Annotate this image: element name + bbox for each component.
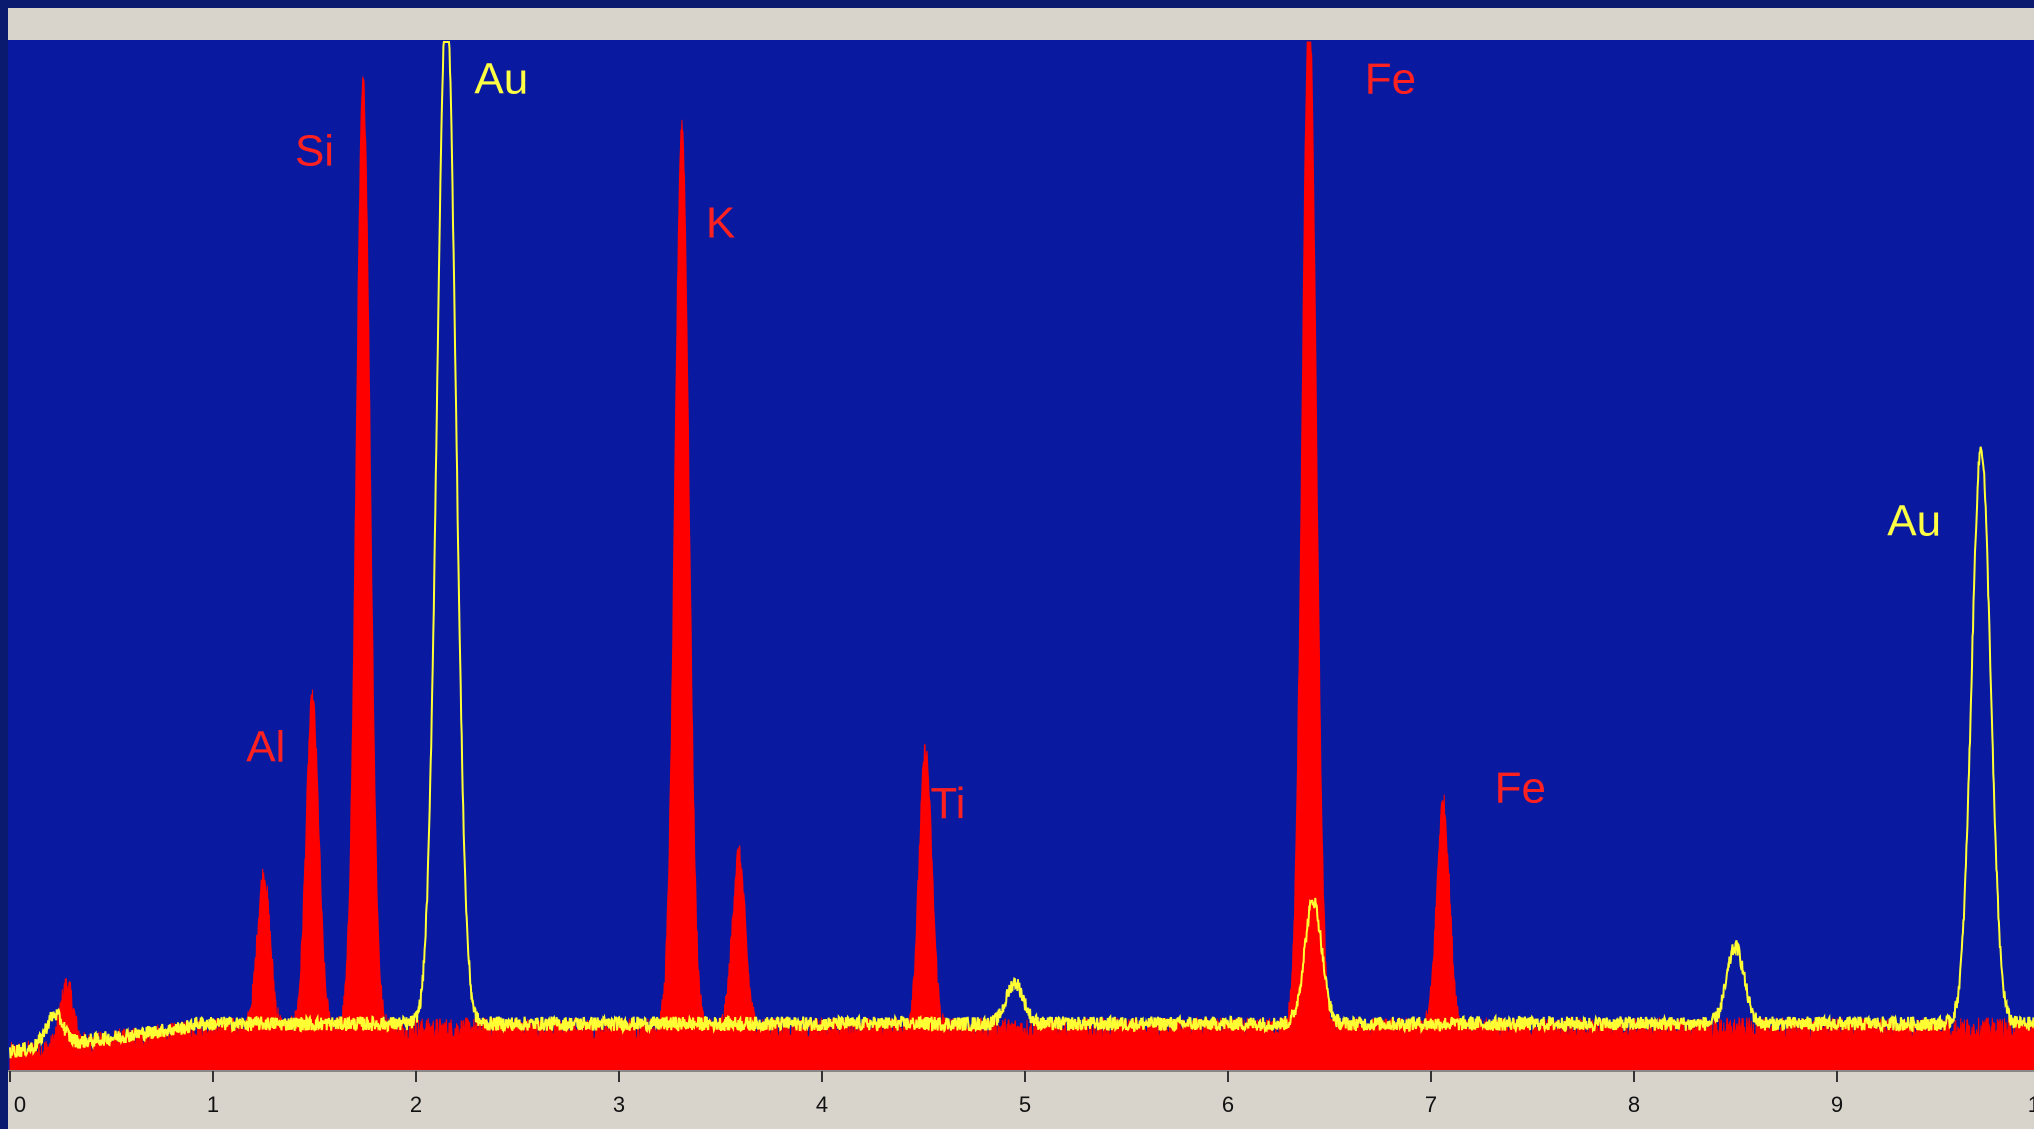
x-tick-label: 9 <box>1831 1092 1843 1117</box>
plot-area <box>8 40 2034 1071</box>
top-bar <box>8 8 2034 40</box>
x-tick-label: 5 <box>1019 1092 1031 1117</box>
x-tick-label: 3 <box>613 1092 625 1117</box>
peak-label: Au <box>1887 496 1941 545</box>
series-yellow-spectrum <box>9 41 2034 1059</box>
peak-annotations: Au Si Al K Ti Fe Fe Au <box>246 54 1941 828</box>
x-axis-ticks: 0 1 2 3 4 5 6 7 8 9 10 <box>9 1071 2034 1117</box>
x-tick-label: 2 <box>410 1092 422 1117</box>
peak-label: Fe <box>1365 54 1416 103</box>
peak-label: Fe <box>1495 764 1546 813</box>
x-tick-label: 6 <box>1222 1092 1234 1117</box>
peak-label: Ti <box>930 779 965 828</box>
series-red-spectrum <box>9 41 2034 1071</box>
x-tick-label: 10 <box>2028 1092 2034 1117</box>
spectrum-layer <box>9 41 2034 1071</box>
x-tick-label: 7 <box>1425 1092 1437 1117</box>
x-tick-label: 8 <box>1628 1092 1640 1117</box>
x-tick-label: 4 <box>816 1092 828 1117</box>
peak-label: K <box>706 198 735 247</box>
x-tick-label: 0 <box>14 1092 26 1117</box>
peak-label: Al <box>246 723 285 772</box>
peak-label: Si <box>295 126 334 175</box>
x-tick-label: 1 <box>207 1092 219 1117</box>
peak-label: Au <box>474 54 528 103</box>
x-axis-bar <box>8 1071 2034 1129</box>
